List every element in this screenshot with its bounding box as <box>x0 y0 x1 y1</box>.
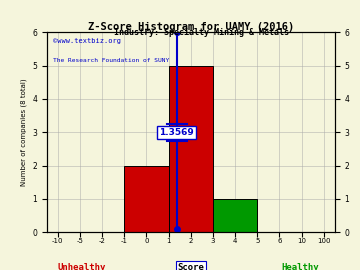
Text: Unhealthy: Unhealthy <box>57 263 105 270</box>
Text: Healthy: Healthy <box>282 263 319 270</box>
Text: Score: Score <box>177 263 204 270</box>
Text: Industry: Specialty Mining & Metals: Industry: Specialty Mining & Metals <box>114 28 289 37</box>
Y-axis label: Number of companies (8 total): Number of companies (8 total) <box>20 79 27 186</box>
Bar <box>124 166 168 232</box>
Text: ©www.textbiz.org: ©www.textbiz.org <box>53 38 121 44</box>
Title: Z-Score Histogram for UAMY (2016): Z-Score Histogram for UAMY (2016) <box>88 22 294 32</box>
Bar <box>168 66 213 232</box>
Bar <box>213 199 257 232</box>
Text: 1.3569: 1.3569 <box>159 128 194 137</box>
Text: The Research Foundation of SUNY: The Research Foundation of SUNY <box>53 58 169 63</box>
